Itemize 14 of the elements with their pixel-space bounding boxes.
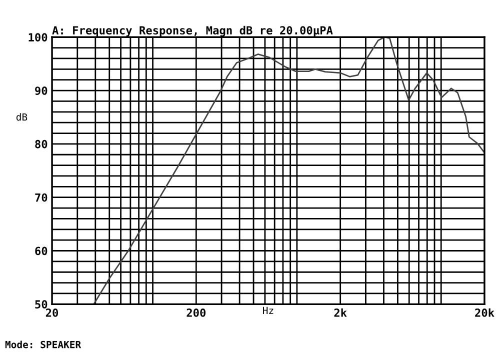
x-tick-label: 20k [475, 308, 494, 317]
chart-title: A: Frequency Response, Magn dB re 20.00μPA [52, 26, 333, 37]
y-tick-label: 70 [35, 193, 48, 202]
x-tick-label: 20 [46, 308, 58, 317]
x-axis-title: Hz [263, 306, 274, 314]
y-tick-label: 80 [35, 140, 48, 148]
y-tick-label: 90 [35, 86, 48, 95]
y-tick-label: 50 [35, 300, 48, 309]
y-tick-label: 60 [35, 246, 48, 256]
x-tick-label: 2k [334, 308, 347, 317]
text: Mode: SPEAKER [5, 340, 82, 348]
y-tick-label: 100 [28, 33, 48, 42]
x-tick-label: 200 [186, 308, 206, 317]
y-axis-title: dB [16, 113, 28, 121]
